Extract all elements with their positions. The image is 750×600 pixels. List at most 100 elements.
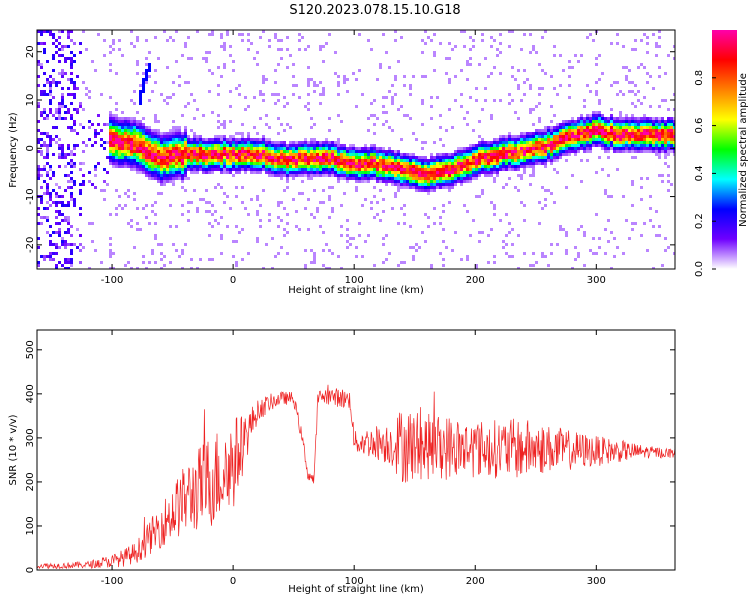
heatmap-cell [640, 117, 643, 120]
heatmap-cell [37, 84, 40, 87]
heatmap-cell [409, 159, 412, 162]
heatmap-cell [661, 174, 664, 177]
heatmap-cell [613, 126, 616, 129]
heatmap-cell [268, 213, 271, 216]
heatmap-cell [313, 189, 316, 192]
heatmap-cell [184, 45, 187, 48]
heatmap-cell [547, 189, 550, 192]
heatmap-cell [229, 138, 232, 141]
heatmap-cell [583, 117, 586, 120]
heatmap-cell [181, 144, 184, 147]
heatmap-cell [121, 54, 124, 57]
heatmap-cell [46, 219, 49, 222]
heatmap-cell [517, 234, 520, 237]
heatmap-cell [265, 153, 268, 156]
heatmap-cell [292, 144, 295, 147]
heatmap-cell [181, 147, 184, 150]
heatmap-cell [130, 135, 133, 138]
heatmap-cell [559, 84, 562, 87]
heatmap-cell [484, 141, 487, 144]
heatmap-cell [379, 171, 382, 174]
heatmap-cell [295, 171, 298, 174]
heatmap-cell [595, 120, 598, 123]
heatmap-cell [463, 30, 466, 33]
heatmap-cell [109, 243, 112, 246]
heatmap-cell [130, 150, 133, 153]
heatmap-cell [646, 150, 649, 153]
heatmap-cell [193, 147, 196, 150]
heatmap-cell [556, 171, 559, 174]
heatmap-cell [139, 147, 142, 150]
heatmap-cell [580, 135, 583, 138]
heatmap-cell [517, 147, 520, 150]
heatmap-cell [244, 150, 247, 153]
heatmap-cell [625, 144, 628, 147]
heatmap-cell [208, 201, 211, 204]
heatmap-cell [199, 153, 202, 156]
heatmap-cell [532, 132, 535, 135]
heatmap-cell [550, 135, 553, 138]
heatmap-cell [199, 156, 202, 159]
heatmap-cell [295, 159, 298, 162]
heatmap-cell [307, 93, 310, 96]
heatmap-cell [367, 156, 370, 159]
heatmap-cell [457, 168, 460, 171]
heatmap-cell [58, 111, 61, 114]
heatmap-cell [139, 129, 142, 132]
heatmap-cell [202, 147, 205, 150]
heatmap-cell [670, 141, 673, 144]
heatmap-cell [571, 123, 574, 126]
heatmap-cell [412, 156, 415, 159]
heatmap-cell [79, 249, 82, 252]
heatmap-cell [283, 234, 286, 237]
heatmap-cell [508, 30, 511, 33]
heatmap-cell [481, 159, 484, 162]
heatmap-cell [388, 159, 391, 162]
heatmap-cell [556, 135, 559, 138]
heatmap-cell [532, 141, 535, 144]
heatmap-cell [238, 150, 241, 153]
heatmap-cell [361, 159, 364, 162]
heatmap-cell [148, 150, 151, 153]
heatmap-cell [181, 168, 184, 171]
heatmap-cell [541, 207, 544, 210]
heatmap-cell [592, 120, 595, 123]
heatmap-cell [424, 75, 427, 78]
heatmap-cell [358, 165, 361, 168]
heatmap-cell [373, 156, 376, 159]
heatmap-cell [307, 66, 310, 69]
heatmap-cell [274, 81, 277, 84]
heatmap-cell [460, 150, 463, 153]
heatmap-cell [202, 57, 205, 60]
heatmap-cell [448, 174, 451, 177]
heatmap-cell [109, 114, 112, 117]
heatmap-cell [514, 144, 517, 147]
heatmap-cell [49, 81, 52, 84]
heatmap-cell [628, 138, 631, 141]
heatmap-cell [295, 141, 298, 144]
heatmap-cell [100, 261, 103, 264]
heatmap-cell [400, 180, 403, 183]
heatmap-cell [376, 213, 379, 216]
heatmap-cell [325, 159, 328, 162]
heatmap-cell [235, 186, 238, 189]
heatmap-cell [67, 162, 70, 165]
heatmap-cell [154, 132, 157, 135]
heatmap-cell [73, 144, 76, 147]
heatmap-cell [139, 165, 142, 168]
heatmap-cell [376, 150, 379, 153]
heatmap-cell [490, 174, 493, 177]
heatmap-cell [322, 231, 325, 234]
heatmap-cell [151, 159, 154, 162]
heatmap-cell [55, 51, 58, 54]
heatmap-cell [583, 234, 586, 237]
heatmap-cell [256, 168, 259, 171]
heatmap-cell [286, 147, 289, 150]
heatmap-cell [505, 153, 508, 156]
heatmap-cell [568, 96, 571, 99]
heatmap-cell [43, 51, 46, 54]
heatmap-cell [163, 264, 166, 267]
heatmap-cell [610, 126, 613, 129]
heatmap-cell [349, 150, 352, 153]
heatmap-cell [112, 144, 115, 147]
